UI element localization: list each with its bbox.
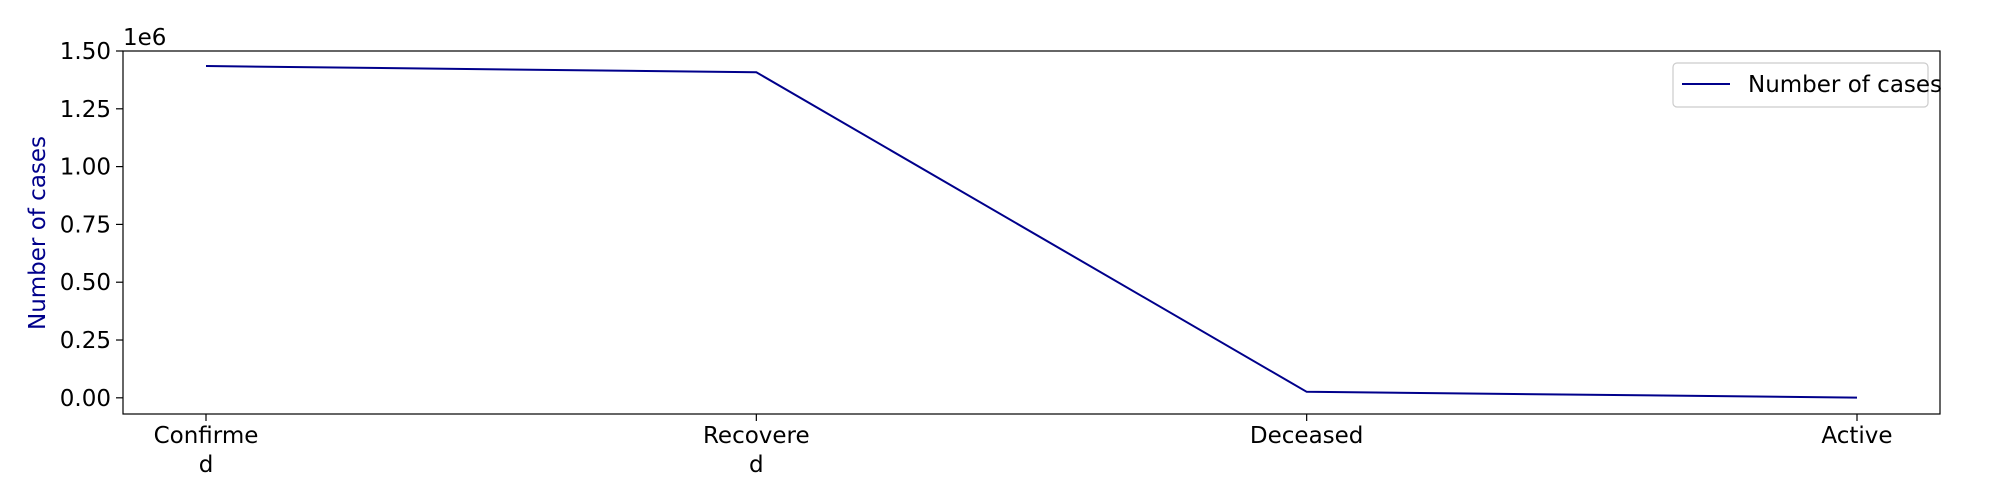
y-axis-offset-label: 1e6	[123, 25, 166, 51]
y-axis-label: Number of cases	[25, 136, 51, 330]
y-tick-label: 0.25	[60, 328, 111, 354]
legend-box	[1672, 62, 1929, 108]
series-layer	[205, 65, 1858, 399]
y-tick-label: 0.50	[60, 270, 111, 296]
x-tick-label: Deceased	[1250, 423, 1363, 449]
y-axis-ticks: 0.00 0.25 0.50 0.75 1.00 1.25 1.50	[60, 39, 123, 412]
series-line	[205, 65, 1858, 399]
legend: Number of cases	[1672, 62, 1942, 108]
x-axis-ticks: Confirme d Recovere d Deceased Active	[154, 414, 1893, 478]
legend-label: Number of cases	[1748, 72, 1942, 98]
y-tick-label: 1.00	[60, 155, 111, 181]
x-tick-label: Active	[1821, 423, 1892, 449]
x-tick-label: Confirme d	[154, 423, 259, 478]
x-tick-label: Recovere d	[703, 423, 810, 478]
y-tick-label: 0.75	[60, 212, 111, 238]
y-tick-label: 1.25	[60, 97, 111, 123]
y-tick-label: 0.00	[60, 386, 111, 412]
y-tick-label: 1.50	[60, 39, 111, 65]
